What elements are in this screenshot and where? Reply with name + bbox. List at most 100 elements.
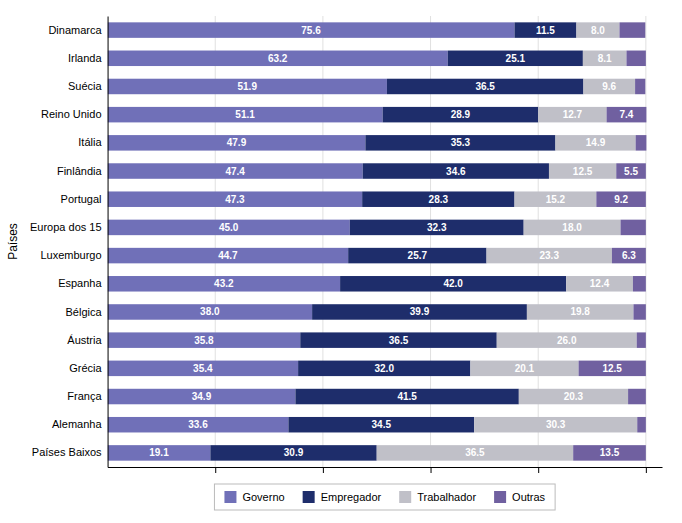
chart: Países BaixosAlemanhaFrançaGréciaÁustria… xyxy=(0,0,682,523)
y-axis: Países BaixosAlemanhaFrançaGréciaÁustria… xyxy=(30,17,108,468)
bar-segment xyxy=(377,445,573,461)
tick xyxy=(646,467,647,473)
data-label: 35.4 xyxy=(193,363,213,374)
tick-mark xyxy=(538,467,539,473)
data-label: 19.1 xyxy=(149,447,169,458)
data-label: 36.5 xyxy=(465,447,485,458)
tick xyxy=(323,467,324,473)
tick-label: Alemanha xyxy=(52,418,102,430)
tick-label: Itália xyxy=(78,136,102,148)
data-label: 35.3 xyxy=(451,137,471,148)
data-label: 51.9 xyxy=(238,81,258,92)
bar-segment xyxy=(607,107,647,123)
legend-item: Empregador xyxy=(303,491,382,503)
tick: Portugal xyxy=(61,193,102,205)
legend-label: Outras xyxy=(512,491,546,503)
data-label: 47.3 xyxy=(225,194,245,205)
bar-segment xyxy=(350,220,524,236)
legend-swatch xyxy=(303,491,315,503)
series xyxy=(377,22,638,460)
bar-segment xyxy=(108,276,341,292)
tick: Espanha xyxy=(58,277,102,289)
bar-segment xyxy=(298,361,470,377)
bar-segment xyxy=(210,445,376,461)
bar-segment xyxy=(515,22,577,38)
data-label: 30.9 xyxy=(284,447,304,458)
data-label: 20.1 xyxy=(515,363,535,374)
data-label: 43.2 xyxy=(214,278,234,289)
bar-segment xyxy=(579,361,646,377)
bar-segment xyxy=(108,191,363,207)
axis-line xyxy=(108,467,662,468)
bar-segment xyxy=(448,51,583,67)
bar-segment xyxy=(108,79,387,95)
data-label: 36.5 xyxy=(389,335,409,346)
plot: Países BaixosAlemanhaFrançaGréciaÁustria… xyxy=(30,16,663,473)
bar-segment xyxy=(628,389,646,405)
legend-swatch xyxy=(494,491,506,503)
bar-segment xyxy=(108,163,363,179)
bar-segment xyxy=(637,332,646,348)
legend-item: Trabalhador xyxy=(399,491,476,503)
tick: Europa dos 15 xyxy=(30,221,102,233)
bar-segment xyxy=(362,191,514,207)
bar-segment xyxy=(497,332,637,348)
tick: França xyxy=(67,390,102,402)
bar-segment xyxy=(626,51,645,67)
legend-label: Empregador xyxy=(321,491,382,503)
tick xyxy=(215,467,216,473)
data-label: 44.7 xyxy=(218,250,238,261)
data-label: 12.7 xyxy=(563,109,583,120)
data-label: 36.5 xyxy=(475,81,495,92)
bar-segment xyxy=(295,389,518,405)
bar-segment xyxy=(621,220,646,236)
bar-segment xyxy=(555,135,635,151)
data-label: 19.8 xyxy=(570,306,590,317)
legend-swatch xyxy=(399,491,411,503)
data-label: 34.9 xyxy=(192,391,212,402)
bar-segment xyxy=(596,191,646,207)
tick: Dinamarca xyxy=(48,24,102,36)
tick-mark xyxy=(646,467,647,473)
data-label: 34.5 xyxy=(372,419,392,430)
bar-segment xyxy=(340,276,566,292)
tick-label: Áustria xyxy=(67,334,102,346)
bar-segment xyxy=(365,135,555,151)
bar-segment xyxy=(566,276,633,292)
bar-segment xyxy=(348,248,486,264)
bar-segment xyxy=(527,304,634,320)
tick: Irlanda xyxy=(68,52,103,64)
data-label: 15.2 xyxy=(546,194,566,205)
bar-segment xyxy=(383,107,539,123)
data-label: 42.0 xyxy=(443,278,463,289)
bar-segment xyxy=(108,417,289,433)
data-label: 26.0 xyxy=(557,335,577,346)
tick: Suécia xyxy=(68,80,103,92)
data-label: 34.6 xyxy=(446,166,466,177)
bar-segment xyxy=(633,276,646,292)
data-label: 63.2 xyxy=(268,53,288,64)
tick-label: Luxemburgo xyxy=(40,249,101,261)
tick: Alemanha xyxy=(52,418,102,430)
data-label: 8.0 xyxy=(591,25,605,36)
data-label: 8.1 xyxy=(598,53,612,64)
series xyxy=(573,22,646,460)
tick-label: Dinamarca xyxy=(48,24,102,36)
tick-label: Grécia xyxy=(69,362,102,374)
legend-label: Governo xyxy=(242,491,284,503)
data-label: 9.6 xyxy=(602,81,616,92)
axis-title: Países xyxy=(6,223,20,260)
data-label: 25.1 xyxy=(506,53,526,64)
bar-segment xyxy=(636,135,647,151)
data-label: 12.5 xyxy=(573,166,593,177)
bar-segment xyxy=(363,163,549,179)
tick-label: Bélgica xyxy=(65,305,102,317)
bar-segment xyxy=(583,79,635,95)
tick: Luxemburgo xyxy=(40,249,101,261)
data-label: 39.9 xyxy=(410,306,430,317)
legend-item: Governo xyxy=(224,491,284,503)
data-label: 7.4 xyxy=(620,109,634,120)
legend: Governo Empregador Trabalhador Outras xyxy=(214,484,555,510)
bar-segment xyxy=(108,332,301,348)
data-labels: 19.133.634.935.435.838.043.244.745.047.3… xyxy=(149,25,638,459)
